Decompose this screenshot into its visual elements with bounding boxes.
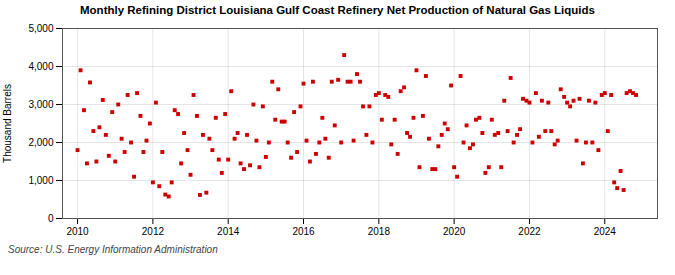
svg-text:2018: 2018 bbox=[368, 226, 391, 237]
svg-text:1,000: 1,000 bbox=[28, 175, 53, 186]
svg-text:0: 0 bbox=[48, 213, 54, 224]
svg-text:2,000: 2,000 bbox=[28, 137, 53, 148]
svg-text:2012: 2012 bbox=[142, 226, 165, 237]
svg-text:2014: 2014 bbox=[217, 226, 240, 237]
svg-text:2024: 2024 bbox=[594, 226, 617, 237]
svg-text:3,000: 3,000 bbox=[28, 99, 53, 110]
html-text:Source: U.S. Energy Informatio: Source: U.S. Energy Information Administ… bbox=[8, 244, 218, 255]
svg-text:2020: 2020 bbox=[443, 226, 466, 237]
svg-text:2016: 2016 bbox=[292, 226, 315, 237]
svg-text:2010: 2010 bbox=[66, 226, 89, 237]
svg-text:5,000: 5,000 bbox=[28, 23, 53, 34]
html-text:Monthly Refining District Loui: Monthly Refining District Louisiana Gulf… bbox=[80, 4, 595, 16]
svg-text:4,000: 4,000 bbox=[28, 61, 53, 72]
svg-text:Thousand Barrels: Thousand Barrels bbox=[2, 84, 13, 163]
svg-text:2022: 2022 bbox=[518, 226, 541, 237]
